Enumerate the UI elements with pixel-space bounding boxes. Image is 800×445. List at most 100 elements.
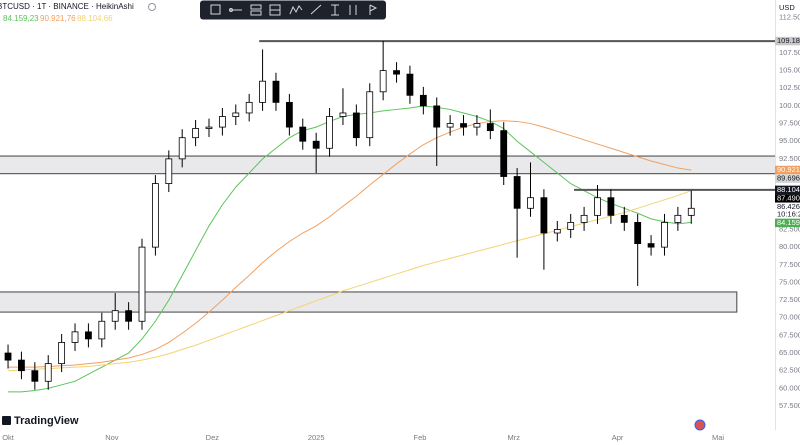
drawing-toolbar[interactable] bbox=[200, 0, 386, 20]
symbol-icon[interactable] bbox=[148, 3, 156, 11]
candle-body bbox=[460, 123, 467, 128]
y-tick-label: 107.500 bbox=[779, 48, 800, 57]
x-tick-label: 2025 bbox=[308, 433, 325, 442]
candle-body bbox=[607, 197, 615, 216]
price-tag bbox=[775, 165, 800, 175]
candle-body bbox=[326, 116, 333, 149]
y-tick-label: 82.500 bbox=[779, 224, 800, 233]
candle-body bbox=[393, 70, 400, 75]
symbol: BTCUSD · 1T · BINANCE · HeikinAshi bbox=[0, 2, 134, 11]
candle-body bbox=[152, 183, 159, 248]
candle-body bbox=[4, 352, 12, 361]
candle-body bbox=[594, 197, 601, 216]
candle-body bbox=[18, 359, 25, 372]
logo: TradingView bbox=[2, 415, 79, 427]
price-tag-label: 90.921 bbox=[777, 165, 800, 174]
countdown: 10:16:2 bbox=[777, 209, 800, 218]
y-tick-label: 72.500 bbox=[779, 295, 800, 304]
candle-body bbox=[500, 130, 508, 177]
y-tick-label: 105.000 bbox=[779, 66, 800, 75]
candle-body bbox=[31, 370, 39, 382]
candle-body bbox=[553, 229, 561, 234]
price-tag bbox=[775, 218, 800, 228]
candle-body bbox=[98, 320, 106, 340]
x-tick-label: Mai bbox=[712, 433, 724, 442]
x-tick-label: Dez bbox=[206, 433, 220, 442]
price-tag-label: 87.490 bbox=[777, 193, 800, 202]
legend-value: 88.104,66 bbox=[77, 14, 113, 23]
price-tag bbox=[775, 174, 800, 183]
price-tag-label: 86.426 bbox=[777, 202, 800, 211]
flag-icon[interactable] bbox=[694, 419, 706, 431]
price-tag bbox=[775, 194, 800, 203]
plot-area bbox=[0, 40, 775, 393]
candle-body bbox=[272, 80, 280, 103]
candle-body bbox=[687, 207, 695, 216]
price-tag-label: 88.104 bbox=[777, 185, 800, 194]
candle-body bbox=[125, 310, 133, 322]
candle-body bbox=[85, 331, 92, 340]
y-tick-label: 97.500 bbox=[779, 119, 800, 128]
candle-body bbox=[178, 137, 186, 160]
price-tag bbox=[775, 202, 800, 219]
candle-body bbox=[433, 105, 441, 128]
x-tick-label: Mrz bbox=[508, 433, 521, 442]
currency: USD bbox=[779, 3, 795, 12]
candle-body bbox=[285, 101, 293, 128]
y-tick-label: 80.000 bbox=[779, 242, 800, 251]
candle-body bbox=[406, 73, 414, 96]
y-tick-label: 60.000 bbox=[779, 383, 800, 392]
y-tick-label: 57.500 bbox=[779, 401, 800, 410]
x-tick-label: Nov bbox=[105, 433, 119, 442]
price-tag bbox=[775, 185, 800, 195]
candle-body bbox=[674, 214, 682, 223]
logo-text: TradingView bbox=[14, 415, 79, 427]
candle-body bbox=[138, 246, 146, 322]
zone bbox=[0, 155, 775, 175]
candle-body bbox=[245, 101, 253, 114]
candle-body bbox=[379, 70, 387, 93]
candle-body bbox=[352, 112, 360, 139]
candle-body bbox=[165, 158, 173, 184]
candle-body bbox=[419, 94, 427, 107]
candle-body bbox=[446, 123, 454, 128]
x-tick-label: Feb bbox=[414, 433, 427, 442]
x-tick-label: Apr bbox=[612, 433, 624, 442]
price-tag bbox=[775, 36, 800, 46]
candle-body bbox=[513, 176, 521, 209]
candle-body bbox=[205, 126, 213, 129]
candle-body bbox=[540, 197, 548, 234]
y-tick-label: 70.000 bbox=[779, 313, 800, 322]
candle-body bbox=[661, 222, 668, 248]
x-tick-label: Okt bbox=[2, 433, 15, 442]
candle-body bbox=[339, 112, 347, 117]
moving-average-line bbox=[8, 120, 692, 368]
candle-body bbox=[218, 116, 226, 128]
candle-body bbox=[312, 140, 320, 149]
y-tick-label: 95.000 bbox=[779, 136, 800, 145]
y-tick-label: 100.000 bbox=[779, 101, 800, 110]
candle-body bbox=[111, 310, 119, 322]
y-tick-label: 65.000 bbox=[779, 348, 800, 357]
candle-body bbox=[44, 363, 52, 382]
candle-body bbox=[232, 112, 240, 117]
candle-body bbox=[647, 243, 655, 248]
price-tag-label: 84.159 bbox=[777, 218, 800, 227]
y-tick-label: 112.500 bbox=[779, 13, 800, 22]
logo-mark bbox=[2, 416, 11, 425]
candle-body bbox=[527, 197, 534, 209]
candle-body bbox=[473, 123, 481, 128]
moving-average-line bbox=[8, 105, 692, 393]
candle-body bbox=[71, 331, 79, 343]
moving-average-line bbox=[8, 190, 692, 372]
y-tick-label: 75.000 bbox=[779, 277, 800, 286]
candle-body bbox=[192, 128, 199, 139]
y-tick-label: 77.500 bbox=[779, 260, 800, 269]
price-tag-label: 89.696 bbox=[777, 174, 800, 183]
candle-body bbox=[259, 80, 266, 103]
toolbar-icons bbox=[210, 4, 378, 16]
candle-body bbox=[366, 91, 374, 139]
y-tick-label: 102.500 bbox=[779, 83, 800, 92]
